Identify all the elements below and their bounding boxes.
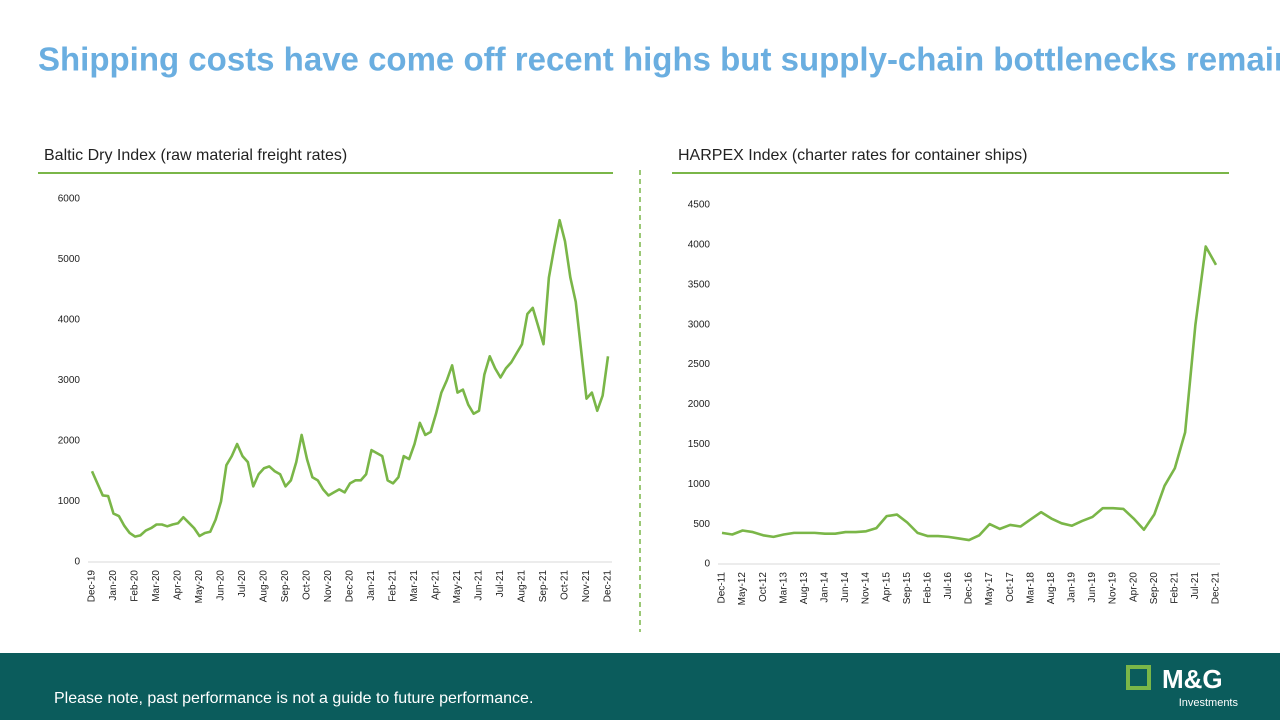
x-tick-label: Jan-14 (820, 572, 831, 603)
x-tick-label: Apr-15 (881, 572, 892, 602)
x-tick-label: Mar-20 (151, 570, 162, 602)
x-tick-label: Aug-20 (259, 570, 270, 603)
x-tick-label: Feb-21 (388, 570, 399, 602)
x-tick-label: Nov-19 (1108, 572, 1119, 605)
x-tick-label: Apr-21 (431, 570, 442, 600)
x-tick-label: Jun-20 (216, 570, 227, 601)
x-tick-label: May-20 (194, 570, 205, 604)
y-tick-label: 3000 (688, 319, 711, 330)
x-tick-label: Jul-20 (237, 570, 248, 598)
x-tick-label: May-12 (737, 572, 748, 606)
slide-title: Shipping costs have come off recent high… (38, 41, 1280, 78)
x-tick-label: Jul-16 (943, 572, 954, 600)
x-tick-label: Sep-15 (902, 572, 913, 605)
x-tick-label: May-17 (984, 572, 995, 606)
x-tick-label: May-21 (452, 570, 463, 604)
x-tick-label: Jun-14 (840, 572, 851, 603)
x-tick-label: Apr-20 (1128, 572, 1139, 602)
y-tick-label: 1000 (58, 496, 81, 507)
x-tick-label: Nov-14 (861, 572, 872, 605)
y-tick-label: 4500 (688, 200, 711, 211)
x-tick-label: Sep-21 (538, 570, 549, 603)
footer-note: Please note, past performance is not a g… (54, 690, 533, 707)
y-tick-label: 5000 (58, 254, 81, 265)
y-tick-label: 500 (693, 519, 710, 530)
y-tick-label: 3000 (58, 375, 81, 386)
x-tick-label: Mar-21 (409, 570, 420, 602)
x-tick-label: Nov-21 (581, 570, 592, 603)
footer-band (0, 653, 1280, 720)
x-tick-label: Oct-12 (758, 572, 769, 602)
x-tick-label: Dec-20 (345, 570, 356, 603)
x-tick-label: Feb-21 (1169, 572, 1180, 604)
chart-title: Baltic Dry Index (raw material freight r… (44, 147, 347, 164)
x-tick-label: Sep-20 (280, 570, 291, 603)
y-tick-label: 2500 (688, 359, 711, 370)
x-tick-label: Dec-16 (964, 572, 975, 605)
y-tick-label: 1500 (688, 439, 711, 450)
chart-title: HARPEX Index (charter rates for containe… (678, 147, 1027, 164)
x-tick-label: Feb-16 (922, 572, 933, 604)
x-tick-label: Feb-20 (130, 570, 141, 602)
x-tick-label: Dec-21 (603, 570, 614, 603)
x-tick-label: Dec-19 (87, 570, 98, 603)
x-tick-label: Dec-11 (717, 572, 728, 604)
data-line (90, 218, 610, 538)
x-tick-label: Jan-21 (366, 570, 377, 601)
x-tick-label: Aug-21 (517, 570, 528, 603)
x-tick-label: Mar-18 (1025, 572, 1036, 604)
x-tick-label: Sep-20 (1149, 572, 1160, 605)
x-tick-label: Dec-21 (1211, 572, 1222, 605)
x-tick-label: Jul-21 (495, 570, 506, 598)
y-tick-label: 0 (74, 557, 80, 568)
x-tick-label: Jul-21 (1190, 572, 1201, 600)
x-tick-label: Jan-19 (1067, 572, 1078, 603)
y-tick-label: 2000 (688, 399, 711, 410)
data-line (721, 245, 1218, 542)
y-tick-label: 3500 (688, 279, 711, 290)
x-tick-label: Jun-19 (1087, 572, 1098, 603)
x-tick-label: Oct-21 (560, 570, 571, 600)
y-tick-label: 6000 (58, 194, 81, 205)
y-tick-label: 4000 (58, 315, 81, 326)
x-tick-label: Nov-20 (323, 570, 334, 603)
logo-mark (1126, 665, 1151, 690)
y-tick-label: 4000 (688, 240, 711, 251)
x-tick-label: Aug-13 (799, 572, 810, 605)
x-tick-label: Apr-20 (173, 570, 184, 600)
x-tick-label: Mar-13 (778, 572, 789, 604)
x-tick-label: Aug-18 (1046, 572, 1057, 605)
y-tick-label: 1000 (688, 479, 711, 490)
x-tick-label: Jan-20 (108, 570, 119, 601)
y-tick-label: 2000 (58, 436, 81, 447)
logo-tagline: Investments (1179, 697, 1239, 709)
x-tick-label: Jun-21 (474, 570, 485, 601)
y-tick-label: 0 (704, 559, 710, 570)
x-tick-label: Oct-17 (1005, 572, 1016, 602)
logo-name: M&G (1162, 664, 1223, 694)
x-tick-label: Oct-20 (302, 570, 313, 600)
